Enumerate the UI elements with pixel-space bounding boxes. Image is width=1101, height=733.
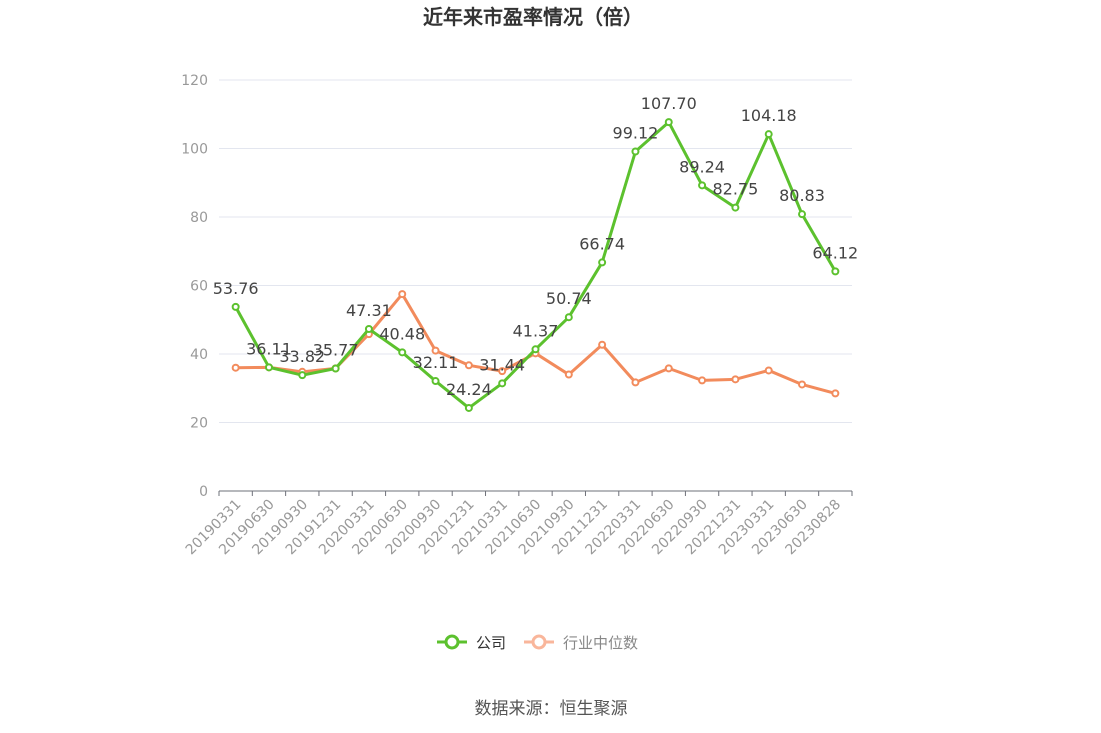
data-label-company: 89.24 (679, 157, 725, 176)
data-point-industry-median (498, 367, 507, 376)
grid-lines (219, 79, 852, 423)
y-axis: 0 20 40 60 80 100 120 (181, 73, 208, 500)
data-source-note: 数据来源：恒生聚源 (475, 699, 628, 719)
data-point-company (831, 267, 840, 276)
data-label-company: 50.74 (546, 289, 592, 308)
data-label-company: 64.12 (812, 243, 858, 262)
data-label-company: 66.74 (579, 234, 625, 253)
data-point-industry-median (598, 340, 607, 349)
data-label-company: 32.11 (413, 353, 459, 372)
series-layer (231, 118, 840, 412)
data-point-company (364, 324, 373, 333)
data-point-industry-median (731, 375, 740, 384)
y-tick-label: 20 (190, 416, 208, 432)
y-tick-label: 60 (190, 279, 208, 295)
data-label-company: 47.31 (346, 301, 392, 320)
data-point-industry-median (664, 364, 673, 373)
data-point-company (231, 302, 240, 311)
data-label-company: 35.77 (313, 340, 359, 359)
legend-marker-company (444, 634, 460, 650)
legend-label-industry: 行业中位数 (563, 634, 638, 652)
series-line-company (234, 120, 837, 410)
data-point-industry-median (698, 376, 707, 385)
data-label-company: 36.11 (246, 339, 292, 358)
data-point-industry-median (631, 378, 640, 387)
y-tick-label: 40 (190, 347, 208, 363)
data-label-company: 53.76 (213, 279, 259, 298)
data-point-industry-median (831, 389, 840, 398)
data-point-company (431, 377, 440, 386)
data-point-company (731, 203, 740, 212)
data-label-company: 107.70 (641, 94, 697, 113)
x-axis: 2019033120190630201909302019123120200331… (183, 490, 853, 558)
legend[interactable]: 公司 行业中位数 (437, 634, 638, 652)
data-point-industry-median (764, 366, 773, 375)
legend-item-industry[interactable]: 行业中位数 (524, 634, 638, 652)
y-tick-label: 100 (181, 142, 208, 158)
data-label-company: 33.82 (279, 347, 325, 366)
data-label-company: 31.44 (479, 355, 525, 374)
data-point-company (564, 313, 573, 322)
data-point-industry-median (464, 361, 473, 370)
data-point-industry-median (798, 380, 807, 389)
data-label-company: 41.37 (513, 321, 559, 340)
legend-item-company[interactable]: 公司 (437, 634, 506, 652)
data-label-company: 40.48 (379, 324, 425, 343)
data-point-company (298, 371, 307, 380)
data-point-company (764, 130, 773, 139)
y-tick-label: 120 (181, 73, 208, 89)
data-point-industry-median (398, 290, 407, 299)
chart-title: 近年来市盈率情况（倍） (423, 5, 643, 29)
data-label-company: 24.24 (446, 380, 492, 399)
data-point-company (598, 258, 607, 267)
data-point-company (698, 181, 707, 190)
data-point-company (264, 363, 273, 372)
data-label-company: 104.18 (741, 106, 797, 125)
data-point-company (664, 118, 673, 127)
y-tick-label: 0 (199, 484, 208, 500)
data-point-company (398, 348, 407, 357)
data-point-company (498, 379, 507, 388)
data-point-company (631, 147, 640, 156)
legend-label-company: 公司 (476, 634, 506, 652)
data-point-company (531, 345, 540, 354)
data-point-company (331, 364, 340, 373)
data-point-industry-median (564, 370, 573, 379)
data-label-company: 99.12 (613, 124, 659, 143)
data-point-industry-median (231, 363, 240, 372)
data-label-company: 80.83 (779, 186, 825, 205)
data-point-industry-median (431, 346, 440, 355)
data-label-company: 82.75 (712, 180, 758, 199)
y-tick-label: 80 (190, 210, 208, 226)
legend-marker-industry (531, 634, 547, 650)
data-point-company (798, 210, 807, 219)
data-point-company (464, 403, 473, 412)
